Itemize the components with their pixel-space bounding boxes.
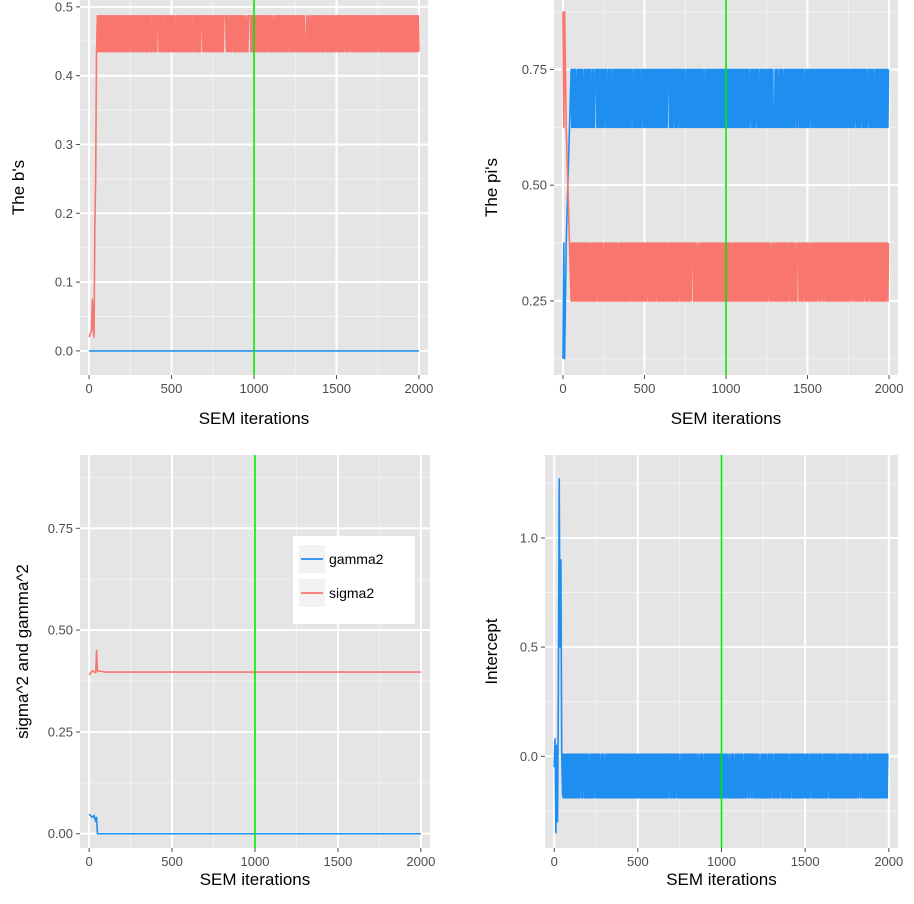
x-tick-label: 1000: [240, 381, 269, 396]
series-trace-2: [562, 10, 890, 302]
x-tick-label: 1500: [323, 854, 352, 869]
y-tick-label: 0.1: [55, 275, 73, 290]
x-tick-label: 500: [627, 854, 649, 869]
panel-intercept-trace: 0 500 1000 1500 2000 0.0 0.5 1.0 SEM iterations I…: [482, 455, 903, 889]
y-tick-label: 0.00: [48, 826, 73, 841]
x-tick-label: 0: [559, 381, 566, 396]
series-line: [562, 10, 890, 302]
x-tick-label: 0: [85, 381, 92, 396]
x-tick-label: 0: [551, 854, 558, 869]
x-tick-label: 500: [634, 381, 656, 396]
x-tick-label: 1500: [793, 381, 822, 396]
series-line: [88, 649, 421, 676]
panel-b-trace: 0 500 1000 1500 2000 0.0 0.1 0.2 0.3 0.4 0.5 SEM it…: [9, 0, 433, 428]
legend-label: gamma2: [329, 551, 384, 567]
series-line: [88, 813, 421, 835]
series-trace-1: [88, 15, 420, 338]
x-tick-label: 0: [86, 854, 93, 869]
y-tick-label: 0.50: [522, 178, 547, 193]
x-tick-label: 1000: [707, 854, 736, 869]
x-axis-title: SEM iterations: [666, 870, 777, 889]
panel-pi-trace: 0 500 1000 1500 2000 0.25 0.50 0.75 SEM iteratio…: [482, 0, 903, 428]
y-axis-title: sigma^2 and gamma^2: [13, 564, 32, 739]
y-axis-title: Intercept: [482, 618, 501, 684]
x-axis-title: SEM iterations: [199, 409, 310, 428]
y-tick-label: 0.50: [48, 623, 73, 638]
x-tick-label: 1000: [712, 381, 741, 396]
y-tick-label: 0.3: [55, 137, 73, 152]
y-tick-label: 0.0: [55, 343, 73, 358]
x-tick-label: 500: [161, 854, 183, 869]
x-tick-label: 1500: [322, 381, 351, 396]
x-tick-label: 1000: [241, 854, 270, 869]
y-tick-label: 0.5: [55, 0, 73, 14]
y-tick-label: 0.75: [522, 62, 547, 77]
y-tick-label: 0.2: [55, 206, 73, 221]
x-tick-label: 500: [161, 381, 183, 396]
y-tick-label: 0.0: [520, 749, 538, 764]
x-tick-label: 2000: [874, 854, 903, 869]
series-trace-1: [562, 68, 890, 360]
x-tick-label: 2000: [406, 854, 435, 869]
x-tick-label: 2000: [875, 381, 904, 396]
series-line: [562, 68, 890, 360]
y-tick-label: 0.5: [520, 640, 538, 655]
panel-variance-trace: 0 500 1000 1500 2000 0.00 0.25 0.50 0.75 SEM iter…: [13, 455, 435, 889]
x-tick-label: 2000: [404, 381, 433, 396]
y-axis-title: The pi's: [482, 158, 501, 217]
y-tick-label: 0.75: [48, 521, 73, 536]
y-tick-label: 0.25: [48, 724, 73, 739]
series-sigma2: [88, 649, 421, 676]
series-line: [88, 15, 420, 338]
x-axis-title: SEM iterations: [671, 409, 782, 428]
legend-label: sigma2: [329, 585, 374, 601]
series-gamma2: [88, 813, 421, 835]
y-tick-label: 1.0: [520, 530, 538, 545]
x-axis-title: SEM iterations: [200, 870, 311, 889]
y-tick-label: 0.4: [55, 68, 73, 83]
y-axis-title: The b's: [9, 160, 28, 215]
y-tick-label: 0.25: [522, 293, 547, 308]
legend: gamma2 sigma2: [293, 536, 415, 624]
x-tick-label: 1500: [791, 854, 820, 869]
